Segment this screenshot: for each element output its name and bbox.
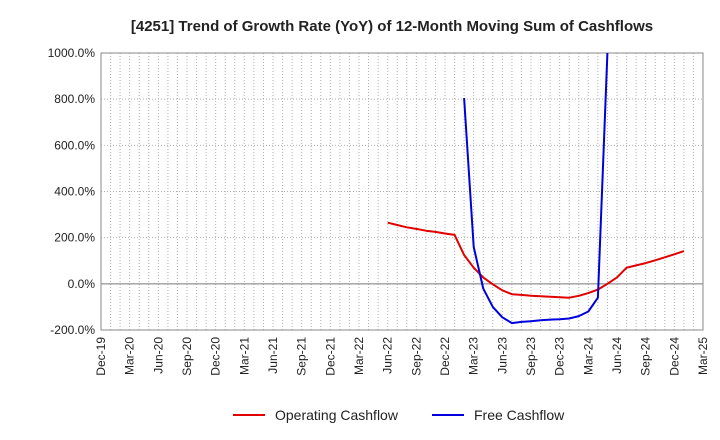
legend-label: Free Cashflow xyxy=(474,407,565,423)
x-tick-label: Dec-24 xyxy=(667,337,681,376)
x-tick-label: Jun-24 xyxy=(610,337,624,374)
x-tick-label: Mar-22 xyxy=(352,337,366,375)
x-tick-label: Dec-23 xyxy=(553,337,567,376)
x-tick-label: Jun-20 xyxy=(151,337,165,374)
grid xyxy=(100,52,704,331)
y-tick-label: 400.0% xyxy=(54,185,95,199)
x-tick-label: Mar-20 xyxy=(123,337,137,375)
x-tick-label: Mar-25 xyxy=(696,337,710,375)
x-tick-label: Jun-23 xyxy=(495,337,509,374)
x-tick-label: Dec-20 xyxy=(209,337,223,376)
x-tick-label: Dec-21 xyxy=(323,337,337,376)
x-tick-label: Sep-21 xyxy=(295,337,309,376)
x-tick-label: Sep-24 xyxy=(639,337,653,376)
series-line-operating-cashflow xyxy=(387,221,685,299)
y-tick-label: 600.0% xyxy=(54,138,95,152)
x-tick-label: Jun-22 xyxy=(381,337,395,374)
y-tick-label: 1000.0% xyxy=(48,46,96,60)
series-group xyxy=(387,52,685,325)
x-tick-label: Dec-19 xyxy=(94,337,108,376)
x-tick-label: Sep-23 xyxy=(524,337,538,376)
y-tick-label: -200.0% xyxy=(50,323,95,337)
legend: Operating Cashflow Free Cashflow xyxy=(233,407,565,423)
y-tick-label: 200.0% xyxy=(54,231,95,245)
y-tick-label: 800.0% xyxy=(54,92,95,106)
series-line-free-cashflow xyxy=(463,52,609,325)
x-tick-label: Jun-21 xyxy=(266,337,280,374)
chart-title: [4251] Trend of Growth Rate (YoY) of 12-… xyxy=(131,18,653,35)
x-tick-label: Dec-22 xyxy=(438,337,452,376)
x-tick-label: Mar-24 xyxy=(581,337,595,375)
y-axis: 1000.0% 800.0% 600.0% 400.0% 200.0% 0.0% -200.… xyxy=(48,46,96,337)
legend-label: Operating Cashflow xyxy=(275,407,399,423)
x-tick-label: Sep-20 xyxy=(180,337,194,376)
x-tick-label: Sep-22 xyxy=(409,337,423,376)
plot-frame xyxy=(100,52,704,331)
y-tick-label: 0.0% xyxy=(68,277,96,291)
x-tick-label: Mar-21 xyxy=(237,337,251,375)
x-tick-label: Mar-23 xyxy=(467,337,481,375)
x-axis: Dec-19 Mar-20 Jun-20 Sep-20 Dec-20 Mar-21 Jun-… xyxy=(94,337,710,376)
